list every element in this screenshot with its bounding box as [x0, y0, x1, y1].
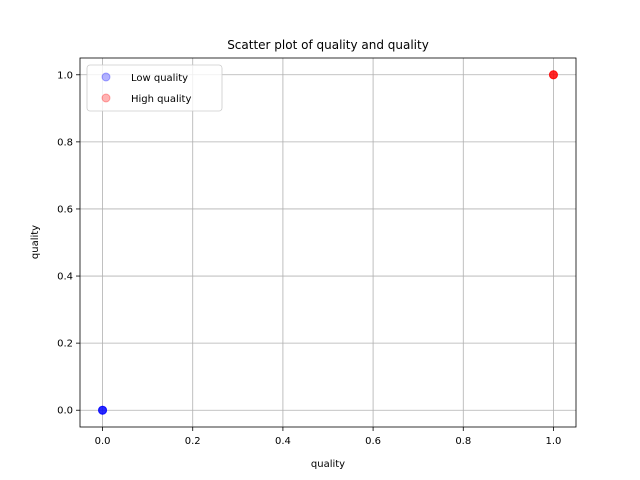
scatter-point-low-quality [98, 405, 108, 415]
x-tick-label: 0.0 [95, 436, 111, 447]
x-tick-label: 0.2 [185, 436, 201, 447]
data-points [98, 70, 558, 415]
scatter-point-low-quality [98, 405, 108, 415]
x-axis-label: quality [311, 459, 345, 470]
scatter-point-high-quality [548, 70, 558, 80]
y-tick-label: 0.0 [57, 406, 73, 417]
legend-marker-low-quality [101, 72, 111, 82]
scatter-point-high-quality [548, 70, 558, 80]
legend-box [86, 64, 223, 112]
grid-lines [80, 58, 576, 427]
y-tick-label: 0.4 [57, 272, 73, 283]
x-tick-label: 1.0 [546, 436, 562, 447]
x-tick-label: 0.4 [275, 436, 291, 447]
plot-frame [79, 57, 577, 428]
y-tick-label: 0.8 [57, 137, 73, 148]
x-tick-label: 0.6 [365, 436, 381, 447]
legend-label-low-quality: Low quality [131, 73, 188, 84]
legend: Low quality High quality [86, 64, 223, 112]
scatter-point-high-quality [548, 70, 558, 80]
scatter-point-low-quality [98, 405, 108, 415]
y-tick-label: 1.0 [57, 70, 73, 81]
scatter-point-high-quality [548, 70, 558, 80]
chart-title: Scatter plot of quality and quality [227, 38, 429, 52]
scatter-point-low-quality [98, 405, 108, 415]
x-tick-label: 0.8 [455, 436, 471, 447]
y-tick-label: 0.2 [57, 339, 73, 350]
y-axis-ticks: 0.0 0.2 0.4 0.6 0.8 1.0 [57, 70, 80, 417]
scatter-point-high-quality [548, 70, 558, 80]
x-axis-ticks: 0.0 0.2 0.4 0.6 0.8 1.0 [95, 427, 562, 447]
legend-marker-high-quality [101, 93, 111, 103]
y-tick-label: 0.6 [57, 204, 73, 215]
legend-label-high-quality: High quality [131, 94, 191, 105]
scatter-point-low-quality [98, 405, 108, 415]
y-axis-label: quality [30, 225, 41, 259]
